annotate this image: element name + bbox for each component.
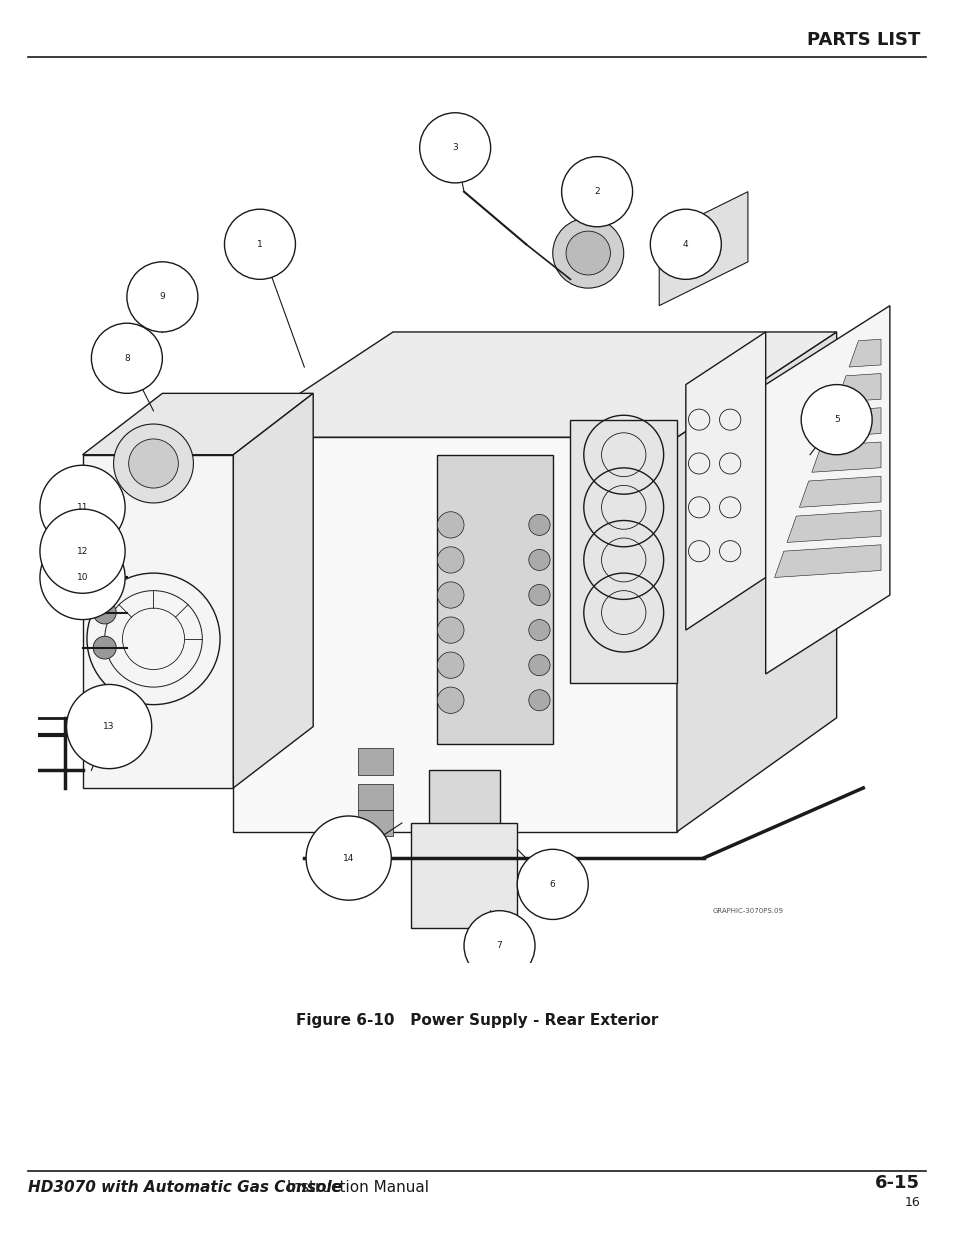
- Polygon shape: [836, 373, 881, 403]
- Polygon shape: [677, 332, 836, 832]
- Circle shape: [436, 547, 463, 573]
- Polygon shape: [83, 454, 233, 788]
- Circle shape: [517, 850, 588, 919]
- Polygon shape: [811, 442, 881, 472]
- Circle shape: [463, 910, 535, 981]
- Circle shape: [650, 209, 720, 279]
- Text: 16: 16: [903, 1197, 919, 1209]
- Text: 5: 5: [833, 415, 839, 424]
- Circle shape: [801, 384, 871, 454]
- Text: 1: 1: [256, 240, 263, 248]
- Circle shape: [552, 217, 623, 288]
- Circle shape: [93, 636, 116, 659]
- Text: 12: 12: [77, 547, 88, 556]
- Polygon shape: [786, 510, 881, 542]
- Text: Figure 6-10   Power Supply - Rear Exterior: Figure 6-10 Power Supply - Rear Exterior: [295, 1013, 658, 1028]
- Polygon shape: [233, 437, 677, 832]
- Polygon shape: [685, 332, 765, 630]
- Circle shape: [127, 262, 197, 332]
- Circle shape: [40, 509, 125, 593]
- Circle shape: [528, 689, 550, 711]
- Text: GRAPHIC-3070PS.09: GRAPHIC-3070PS.09: [712, 908, 782, 914]
- Circle shape: [436, 618, 463, 643]
- Polygon shape: [659, 191, 747, 306]
- Polygon shape: [765, 306, 889, 674]
- Polygon shape: [357, 748, 393, 774]
- Circle shape: [40, 466, 125, 550]
- Circle shape: [436, 652, 463, 678]
- Circle shape: [419, 112, 490, 183]
- Circle shape: [113, 424, 193, 503]
- Circle shape: [436, 687, 463, 714]
- Polygon shape: [823, 408, 881, 437]
- Circle shape: [528, 620, 550, 641]
- Circle shape: [565, 231, 610, 275]
- Circle shape: [528, 514, 550, 536]
- Text: 13: 13: [103, 722, 114, 731]
- Polygon shape: [411, 823, 517, 929]
- Text: 7: 7: [497, 941, 502, 950]
- Circle shape: [224, 209, 295, 279]
- Circle shape: [436, 582, 463, 608]
- Polygon shape: [848, 340, 881, 367]
- Text: HD3070 with Automatic Gas Console: HD3070 with Automatic Gas Console: [28, 1181, 342, 1195]
- Text: 8: 8: [124, 353, 130, 363]
- Circle shape: [436, 511, 463, 538]
- Text: 9: 9: [159, 293, 165, 301]
- Circle shape: [561, 157, 632, 227]
- Circle shape: [93, 601, 116, 624]
- Circle shape: [93, 566, 116, 589]
- Text: 4: 4: [682, 240, 688, 248]
- Circle shape: [67, 684, 152, 768]
- Circle shape: [528, 584, 550, 605]
- Polygon shape: [428, 771, 499, 832]
- Text: PARTS LIST: PARTS LIST: [806, 31, 919, 49]
- Text: 14: 14: [343, 853, 354, 862]
- Circle shape: [40, 536, 125, 620]
- Text: 11: 11: [76, 503, 89, 511]
- Text: 6: 6: [549, 879, 555, 889]
- Polygon shape: [357, 810, 393, 836]
- Polygon shape: [233, 332, 836, 437]
- Text: 2: 2: [594, 188, 599, 196]
- Polygon shape: [799, 477, 881, 508]
- Text: 6-15: 6-15: [874, 1174, 919, 1192]
- Circle shape: [306, 816, 391, 900]
- Polygon shape: [774, 545, 881, 578]
- Polygon shape: [570, 420, 677, 683]
- Circle shape: [91, 324, 162, 393]
- Polygon shape: [83, 394, 313, 454]
- Text: 3: 3: [452, 143, 457, 152]
- Circle shape: [129, 438, 178, 488]
- Polygon shape: [437, 454, 552, 743]
- Circle shape: [528, 550, 550, 571]
- Text: Instruction Manual: Instruction Manual: [282, 1181, 429, 1195]
- Polygon shape: [357, 783, 393, 810]
- Text: 10: 10: [76, 573, 89, 582]
- Polygon shape: [233, 394, 313, 788]
- Circle shape: [528, 655, 550, 676]
